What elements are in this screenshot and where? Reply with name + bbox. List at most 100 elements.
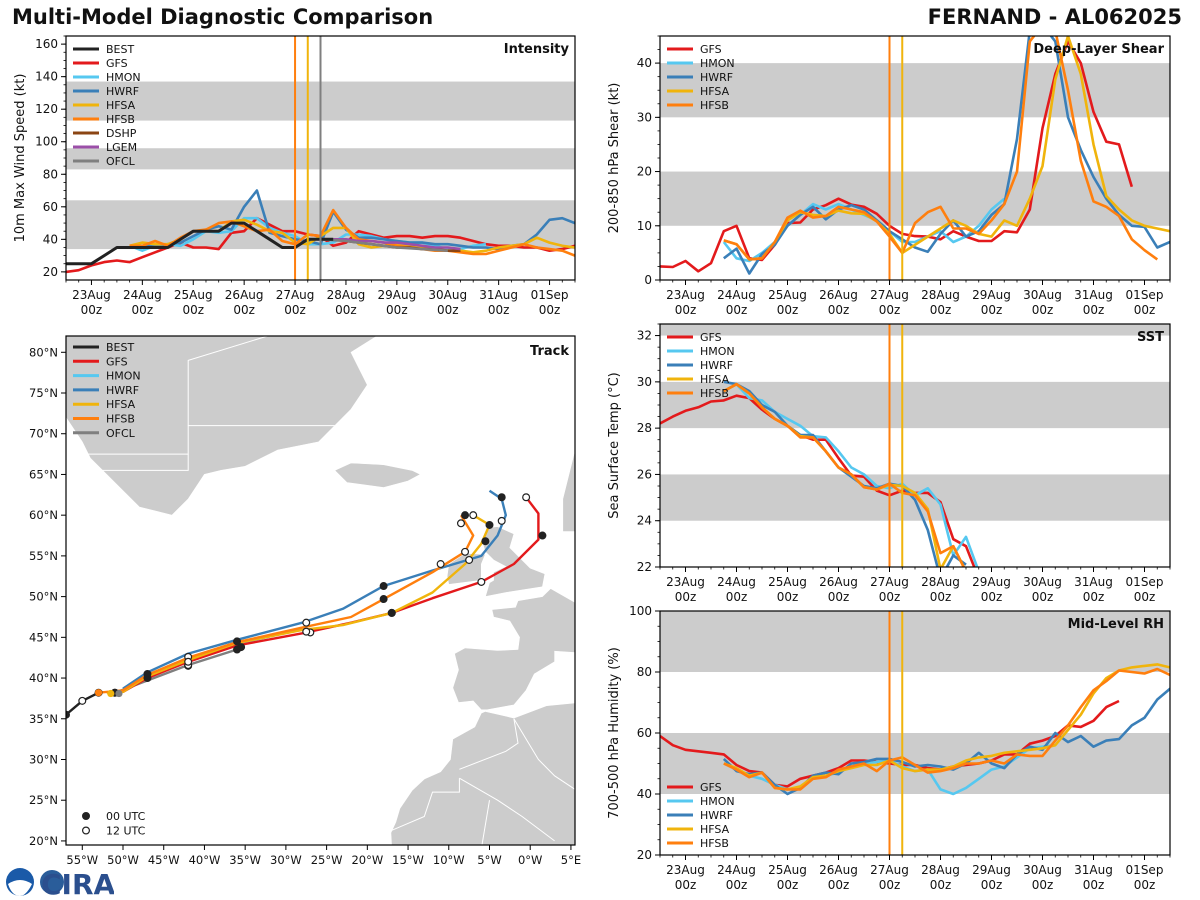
x-tick-label: 00z [930,878,952,892]
y-tick-label: 40 [43,232,58,246]
legend-label-best: BEST [106,43,134,56]
track-init-point-hfsa [107,689,115,698]
lon-tick-label: 15°W [392,853,424,867]
noaa-cira-logo: CIRA [6,868,114,898]
x-tick-label: 00z [981,590,1003,604]
x-tick-label: 00z [539,303,561,317]
x-tick-label: 26Aug [819,575,858,589]
x-tick-label: 00z [437,303,459,317]
x-tick-label: 23Aug [72,288,111,302]
track-line-hfsa [106,514,491,694]
y-tick-label: 40 [637,787,652,801]
x-tick-label: 01Sep [1126,288,1164,302]
legend-label-lgem: LGEM [106,141,137,154]
legend-label-gfs: GFS [106,355,128,368]
y-tick-label: 22 [637,560,652,574]
track-marker-00utc [497,493,506,502]
x-tick-label: 00z [284,303,306,317]
legend-label-hfsb: HFSB [700,99,729,112]
plot-area [660,611,1170,855]
map-border [66,454,189,471]
lat-tick-label: 45°N [29,630,58,644]
x-tick-label: 23Aug [666,863,705,877]
x-tick-label: 00z [1083,590,1105,604]
noaa-gull-icon [8,880,32,896]
y-tick-label: 80 [43,167,58,181]
y-tick-label: 20 [637,848,652,862]
panel-title: Track [530,344,569,359]
x-tick-label: 00z [879,303,901,317]
legend-label-hwrf: HWRF [700,71,733,84]
track-marker-12utc [302,618,311,627]
series-line-hfsb [723,667,1170,791]
x-tick-label: 29Aug [377,288,416,302]
lon-tick-label: 25°W [311,853,343,867]
legend-label-hwrf: HWRF [700,809,733,822]
x-tick-label: 24Aug [717,575,756,589]
x-tick-label: 28Aug [921,288,960,302]
x-tick-label: 27Aug [870,288,909,302]
lon-tick-label: 40°W [189,853,221,867]
x-tick-label: 26Aug [819,288,858,302]
x-tick-label: 00z [879,590,901,604]
plot-area [66,36,575,280]
land-iceland [334,462,421,488]
track-marker-00utc [461,511,470,520]
track-marker-12utc [465,555,474,564]
legend-label-hmon: HMON [106,370,141,383]
x-tick-label: 24Aug [717,288,756,302]
lon-tick-label: 45°W [148,853,180,867]
legend-label-ofcl: OFCL [106,427,136,440]
x-tick-label: 00z [233,303,255,317]
plot-area [660,36,1170,280]
y-axis-label: 700-500 hPa Humidity (%) [607,647,622,819]
x-tick-label: 31Aug [479,288,518,302]
legend-label-gfs: GFS [700,331,722,344]
y-tick-label: 10 [637,219,652,233]
x-tick-label: 25Aug [768,575,807,589]
lat-tick-label: 40°N [29,671,58,685]
x-tick-label: 27Aug [276,288,315,302]
x-tick-label: 00z [777,878,799,892]
series-line-gfs [660,394,976,567]
lon-tick-label: 20°W [351,853,383,867]
x-tick-label: 00z [675,590,697,604]
lon-tick-label: 0°W [518,853,542,867]
track-marker-12utc [184,657,193,666]
land-norway [562,448,575,532]
lat-tick-label: 55°N [29,549,58,563]
plot-area [660,324,1170,567]
plot-frame [659,323,1171,568]
track-marker-00utc [237,643,246,652]
x-tick-label: 00z [386,303,408,317]
x-tick-label: 00z [1083,303,1105,317]
x-tick-label: 23Aug [666,575,705,589]
legend-label-gfs: GFS [106,57,128,70]
x-tick-label: 28Aug [921,863,960,877]
track-marker-12utc [469,511,478,520]
lon-tick-label: 5°W [477,853,501,867]
y-tick-label: 20 [637,165,652,179]
x-tick-label: 26Aug [225,288,264,302]
x-tick-label: 30Aug [428,288,467,302]
marker-legend: 00 UTC 12 UTC [81,810,146,838]
legend-label-hwrf: HWRF [700,359,733,372]
x-tick-label: 00z [981,878,1003,892]
lat-tick-label: 75°N [29,386,58,400]
legend-label-hfsa: HFSA [700,373,730,386]
x-tick-label: 00z [675,878,697,892]
series-line-lgem [320,238,461,251]
track-marker-12utc [436,560,445,569]
x-tick-label: 00z [726,878,748,892]
legend-label-hfsb: HFSB [106,413,135,426]
map-border [513,718,575,790]
track-marker-00utc [379,595,388,604]
series-line-hfsb [129,208,575,257]
lat-tick-label: 20°N [29,834,58,848]
x-tick-label: 00z [1032,878,1054,892]
track-marker-00utc [485,520,494,529]
x-tick-label: 00z [81,303,103,317]
track-marker-00utc [379,582,388,591]
